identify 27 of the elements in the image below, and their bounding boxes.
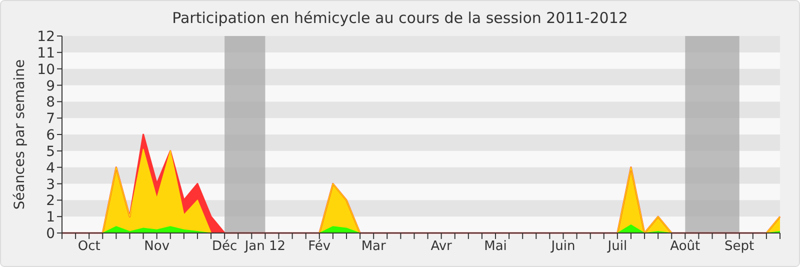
y-tick-label: 1 [46, 210, 55, 226]
x-tick-label: Mai [484, 239, 507, 254]
x-tick-label: Fév [308, 239, 331, 254]
y-tick-label: 11 [37, 45, 55, 62]
x-tick-label: Déc [212, 239, 238, 254]
x-tick-label: Août [670, 239, 700, 254]
y-tick-label: 3 [46, 176, 55, 193]
x-tick-label: Sept [724, 239, 754, 254]
y-tick-label: 7 [46, 111, 55, 128]
y-tick-label: 10 [37, 62, 55, 78]
x-tick-label: Juil [606, 239, 628, 254]
y-tick-label: 0 [46, 226, 55, 242]
y-axis-title: Séances par semaine [12, 59, 28, 210]
y-tick-label: 9 [46, 78, 55, 94]
y-tick-label: 2 [46, 193, 55, 210]
x-tick-label: Avr [430, 239, 453, 254]
x-tick-label: Jan 12 [244, 239, 286, 254]
y-tick-label: 5 [46, 144, 55, 160]
x-tick-label: Juin [550, 239, 576, 254]
x-tick-label: Oct [78, 239, 100, 254]
x-tick-label: Mar [361, 239, 386, 254]
x-tick-label: Nov [144, 239, 170, 254]
y-tick-label: 6 [46, 128, 56, 144]
y-tick-label: 12 [37, 29, 55, 45]
chart-title: Participation en hémicycle au cours de la session 2011-2012 [172, 9, 628, 27]
y-tick-label: 4 [46, 160, 56, 176]
y-tick-label: 8 [46, 94, 55, 111]
